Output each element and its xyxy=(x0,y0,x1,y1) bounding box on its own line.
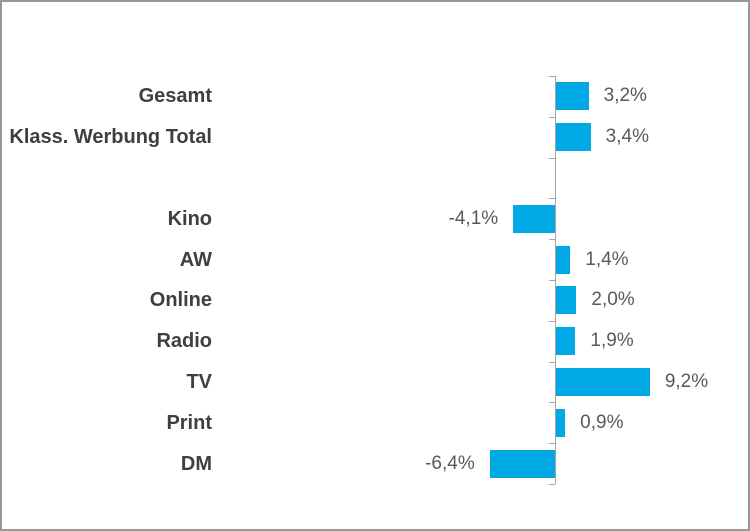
y-axis-line xyxy=(555,76,556,484)
axis-tick xyxy=(549,320,555,322)
value-label-klass-werbung-total: 3,4% xyxy=(605,126,649,148)
axis-tick xyxy=(549,443,555,445)
category-label-gesamt: Gesamt xyxy=(138,85,212,108)
axis-tick xyxy=(549,157,555,159)
axis-tick xyxy=(549,484,555,485)
value-label-tv: 9,2% xyxy=(664,371,709,392)
bar-kino[interactable] xyxy=(513,204,555,233)
axis-tick xyxy=(549,280,555,281)
axis-tick xyxy=(549,76,555,77)
axis-tick xyxy=(549,198,555,200)
category-label-tv: TV xyxy=(186,371,212,393)
bar-gesamt[interactable] xyxy=(556,82,589,111)
category-label-aw: AW xyxy=(179,248,212,271)
category-label-radio: Radio xyxy=(156,330,212,353)
category-label-print: Print xyxy=(166,411,212,434)
value-label-dm: -6,4% xyxy=(425,452,475,474)
bar-dm[interactable] xyxy=(489,449,555,478)
axis-tick xyxy=(549,239,555,241)
value-label-kino: -4,1% xyxy=(448,207,499,229)
axis-tick xyxy=(549,361,555,363)
axis-tick xyxy=(549,402,555,404)
value-label-print: 0,9% xyxy=(580,411,624,433)
bar-print[interactable] xyxy=(556,408,566,437)
bar-radio[interactable] xyxy=(556,327,576,356)
category-label-kino: Kino xyxy=(167,207,212,230)
bar-aw[interactable] xyxy=(556,245,571,274)
value-label-gesamt: 3,2% xyxy=(603,85,647,107)
value-label-radio: 1,9% xyxy=(590,330,634,352)
value-label-online: 2,0% xyxy=(591,289,635,311)
category-label-dm: DM xyxy=(180,452,212,475)
bar-tv[interactable] xyxy=(556,368,650,396)
value-label-aw: 1,4% xyxy=(585,248,629,270)
axis-tick xyxy=(549,116,555,118)
bar-klass-werbung-total[interactable] xyxy=(556,123,591,152)
category-label-klass-werbung-total: Klass. Werbung Total xyxy=(9,126,212,149)
bar-online[interactable] xyxy=(556,286,577,315)
category-label-online: Online xyxy=(149,289,212,312)
